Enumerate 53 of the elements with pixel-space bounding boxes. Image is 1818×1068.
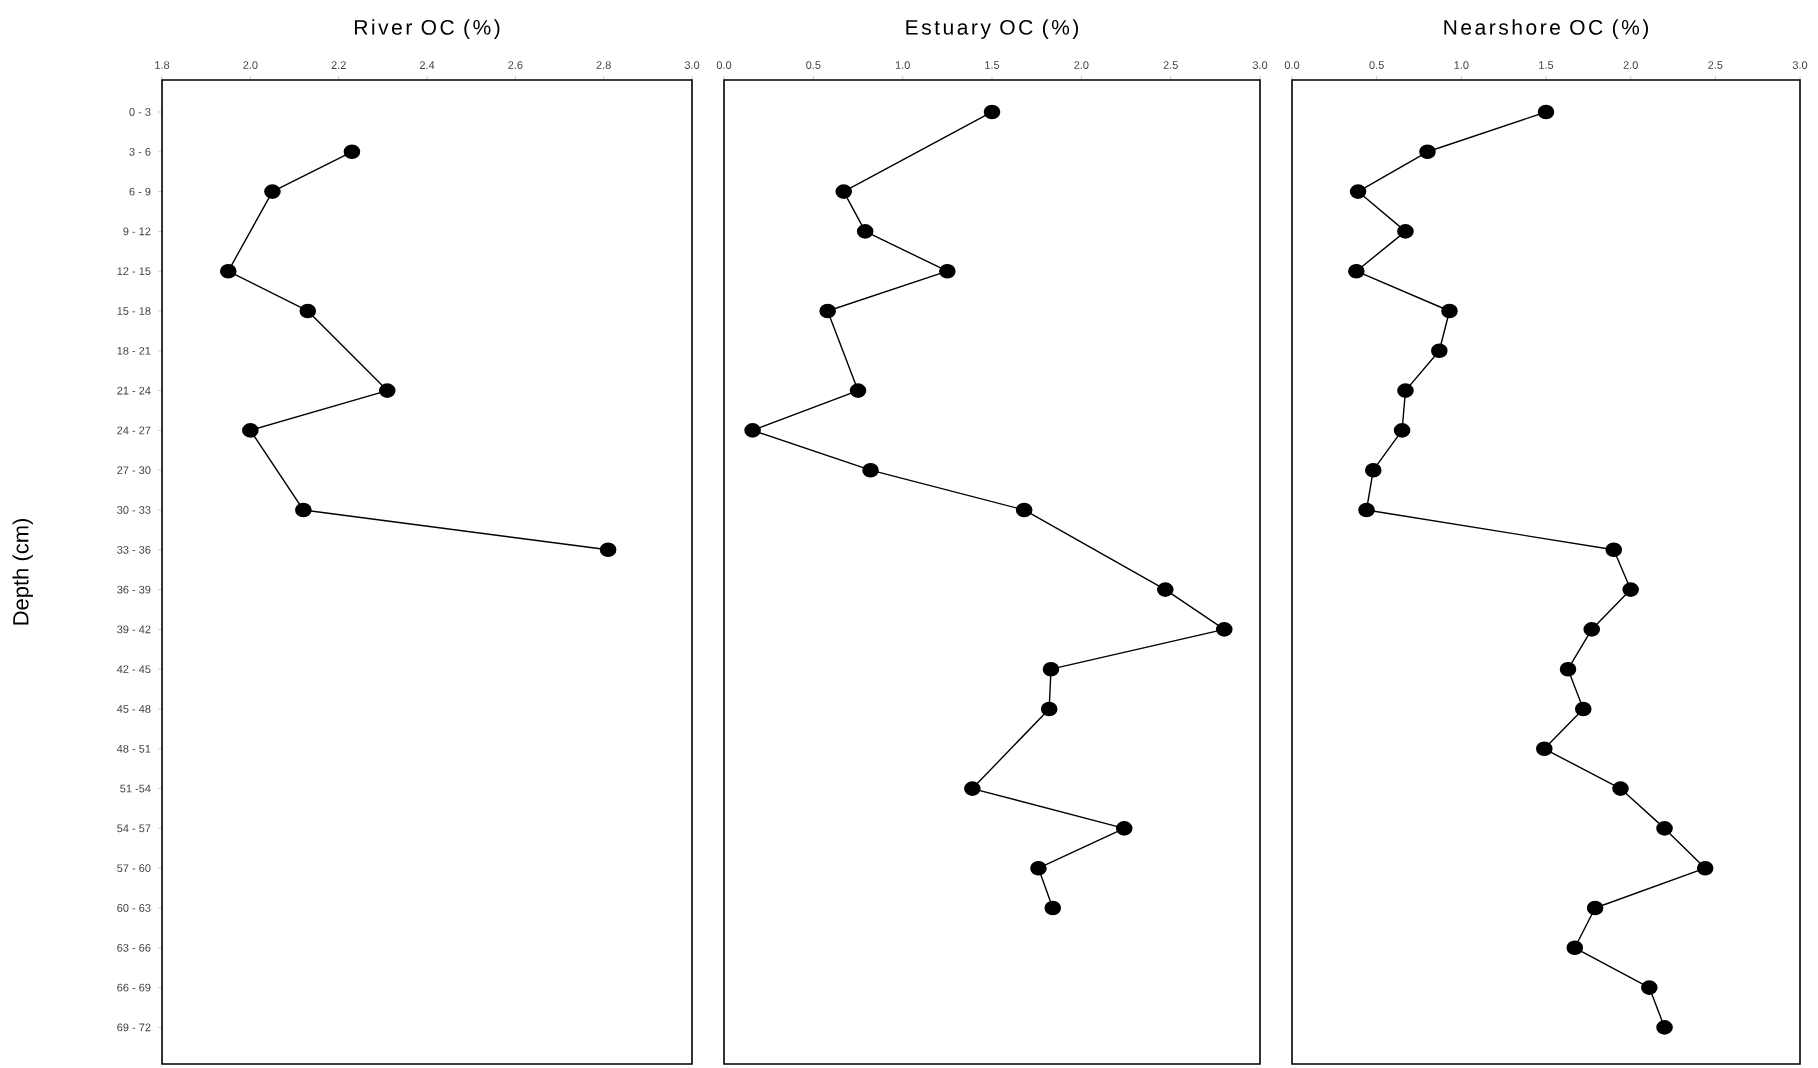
point (1641, 980, 1658, 995)
point (343, 144, 361, 160)
point (1115, 821, 1133, 836)
point (1696, 860, 1714, 876)
point (242, 423, 259, 438)
point (1044, 900, 1062, 916)
point (939, 263, 956, 279)
point (1397, 383, 1414, 398)
point (1566, 940, 1584, 956)
point (983, 104, 1001, 120)
point (1656, 1020, 1673, 1035)
point (219, 263, 237, 279)
point (1622, 582, 1639, 597)
point (862, 462, 879, 478)
point (819, 303, 836, 319)
point (856, 224, 874, 239)
chart-title: Nearshore OC (%) (1444, 19, 1648, 39)
point (1040, 701, 1058, 717)
point (1157, 582, 1174, 597)
point (744, 423, 761, 438)
point (1537, 104, 1555, 120)
point (599, 542, 617, 558)
point (295, 502, 312, 518)
point (1559, 661, 1577, 677)
point (1358, 502, 1375, 518)
point (1015, 502, 1033, 518)
y-axis-title: Depth (cm) (12, 518, 33, 625)
point (1419, 144, 1436, 160)
point (1586, 900, 1604, 916)
chart-title: Estuary OC (%) (906, 19, 1079, 39)
point (1215, 622, 1233, 637)
point (1348, 263, 1365, 279)
point (835, 184, 853, 199)
point (1612, 781, 1629, 796)
point (1536, 741, 1553, 757)
point (1042, 661, 1060, 677)
point (964, 781, 981, 796)
point (1397, 224, 1414, 239)
point (1431, 343, 1448, 359)
point (1605, 542, 1623, 558)
point (1574, 701, 1592, 717)
point (1365, 462, 1382, 478)
chart-title: River OC (%) (354, 19, 500, 39)
point (849, 383, 867, 398)
point (1441, 303, 1458, 319)
point (1393, 423, 1411, 438)
point (1349, 184, 1367, 199)
point (264, 184, 281, 199)
point (378, 383, 396, 398)
point (1030, 860, 1047, 876)
point (1656, 821, 1673, 836)
point (299, 303, 317, 319)
point (1583, 622, 1601, 637)
